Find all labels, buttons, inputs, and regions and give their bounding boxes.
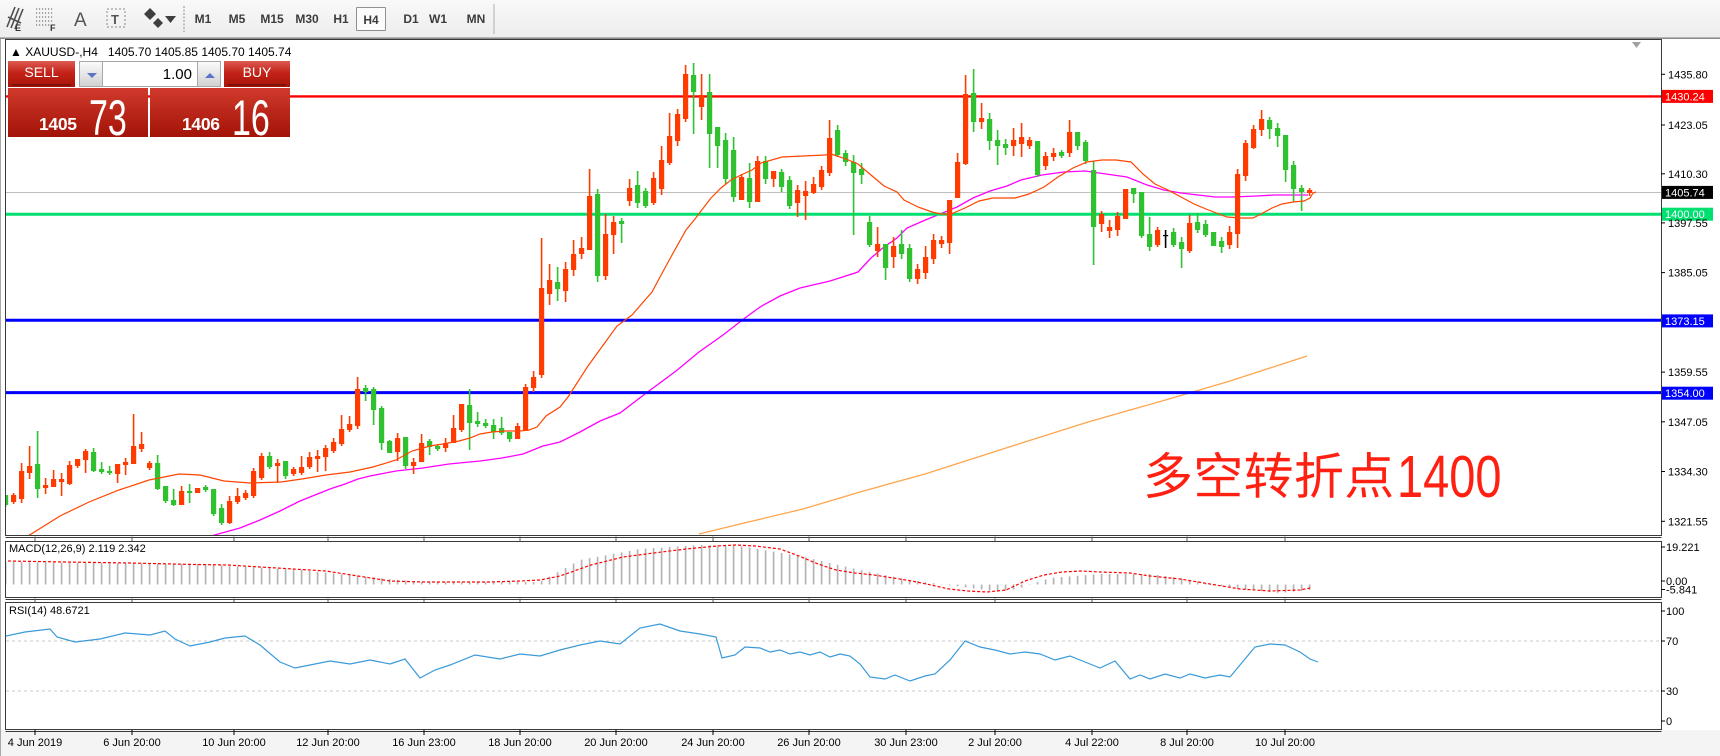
svg-text:10 Jul 20:00: 10 Jul 20:00 — [1255, 737, 1315, 749]
svg-text:1400.00: 1400.00 — [1665, 209, 1705, 221]
svg-text:24 Jun 20:00: 24 Jun 20:00 — [681, 737, 745, 749]
svg-text:1359.55: 1359.55 — [1668, 367, 1708, 379]
svg-text:8 Jul 20:00: 8 Jul 20:00 — [1160, 737, 1214, 749]
svg-text:6 Jun 20:00: 6 Jun 20:00 — [103, 737, 161, 749]
svg-text:1430.24: 1430.24 — [1665, 91, 1705, 103]
svg-text:0: 0 — [1666, 716, 1672, 728]
svg-text:30 Jun 23:00: 30 Jun 23:00 — [874, 737, 938, 749]
svg-text:E: E — [15, 23, 21, 33]
svg-text:100: 100 — [1666, 606, 1684, 618]
svg-text:4 Jun 2019: 4 Jun 2019 — [8, 737, 62, 749]
svg-text:T: T — [111, 12, 119, 27]
svg-text:16 Jun 23:00: 16 Jun 23:00 — [392, 737, 456, 749]
svg-text:1347.05: 1347.05 — [1668, 417, 1708, 429]
svg-text:1354.00: 1354.00 — [1665, 388, 1705, 400]
svg-text:1397.55: 1397.55 — [1668, 218, 1708, 230]
svg-text:1400: 1400 — [1397, 444, 1502, 511]
svg-text:1423.05: 1423.05 — [1668, 120, 1708, 132]
svg-text:10 Jun 20:00: 10 Jun 20:00 — [202, 737, 266, 749]
svg-text:19.221: 19.221 — [1666, 542, 1700, 554]
svg-text:F: F — [50, 23, 56, 33]
svg-text:18 Jun 20:00: 18 Jun 20:00 — [488, 737, 552, 749]
svg-text:1435.80: 1435.80 — [1668, 69, 1708, 81]
svg-text:4 Jul 22:00: 4 Jul 22:00 — [1065, 737, 1119, 749]
svg-text:1385.05: 1385.05 — [1668, 268, 1708, 280]
svg-text:1373.15: 1373.15 — [1665, 316, 1705, 328]
svg-text:1321.55: 1321.55 — [1668, 516, 1708, 528]
svg-text:20 Jun 20:00: 20 Jun 20:00 — [584, 737, 648, 749]
svg-text:12 Jun 20:00: 12 Jun 20:00 — [296, 737, 360, 749]
svg-text:1405.74: 1405.74 — [1665, 187, 1705, 199]
svg-text:70: 70 — [1666, 636, 1678, 648]
svg-text:30: 30 — [1666, 686, 1678, 698]
svg-text:MACD(12,26,9) 2.119 2.342: MACD(12,26,9) 2.119 2.342 — [9, 543, 146, 555]
svg-text:1410.30: 1410.30 — [1668, 169, 1708, 181]
svg-text:RSI(14) 48.6721: RSI(14) 48.6721 — [9, 605, 90, 617]
svg-text:0.00: 0.00 — [1666, 576, 1687, 588]
svg-text:2 Jul 20:00: 2 Jul 20:00 — [968, 737, 1022, 749]
svg-text:A: A — [74, 10, 87, 31]
svg-text:26 Jun 20:00: 26 Jun 20:00 — [777, 737, 841, 749]
svg-text:1334.30: 1334.30 — [1668, 467, 1708, 479]
svg-text:-5.841: -5.841 — [1666, 585, 1697, 597]
